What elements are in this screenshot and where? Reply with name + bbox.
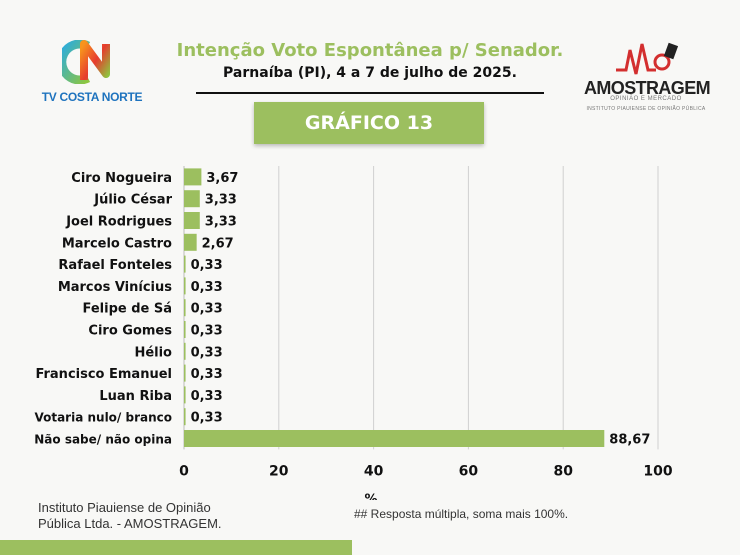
category-label: Ciro Nogueira [71, 171, 172, 186]
bar [184, 430, 605, 447]
category-label: Luan Riba [99, 389, 172, 404]
chart-title: Intenção Voto Espontânea p/ Senador. [176, 40, 564, 61]
tv-costa-norte-logo-mark-icon [62, 40, 110, 84]
category-label: Marcelo Castro [62, 236, 172, 251]
bar-chart: 0 20 40 60 80 100 Ciro Nogueira 3,67 Júlio César… [34, 166, 673, 500]
bar [184, 190, 200, 208]
bar [184, 386, 186, 404]
x-tick-label: 40 [364, 463, 384, 479]
tv-costa-norte-logo: TV COSTA NORTE [36, 40, 148, 106]
bar [184, 255, 186, 273]
data-label: 0,33 [191, 389, 223, 404]
bar [184, 212, 200, 229]
graph-number-label: GRÁFICO 13 [304, 112, 434, 134]
source-line-2: Pública Ltda. - AMOSTRAGEM. [38, 516, 222, 531]
category-label: Marcos Vinícius [58, 280, 172, 295]
data-label: 0,33 [191, 280, 223, 295]
x-tick-label: 80 [553, 463, 573, 479]
x-axis-label: % [364, 492, 377, 500]
multiple-response-note: ## Resposta múltipla, soma mais 100%. [354, 507, 569, 521]
graph-number-badge: GRÁFICO 13 [254, 102, 484, 144]
category-label: Júlio César [93, 193, 172, 208]
category-label: Ciro Gomes [88, 324, 172, 339]
category-label: Rafael Fonteles [58, 258, 172, 273]
bar [184, 321, 186, 338]
data-label: 0,33 [191, 324, 223, 339]
chart-subtitle: Parnaíba (PI), 4 a 7 de julho de 2025. [223, 65, 517, 81]
data-label: 3,67 [206, 171, 238, 186]
tv-costa-norte-logo-text: TV COSTA NORTE [41, 90, 143, 104]
data-label: 0,33 [191, 302, 223, 317]
amostragem-logo-text: AMOSTRAGEM [584, 78, 711, 98]
amostragem-logo-institute: INSTITUTO PIAUIENSE DE OPINIÃO PÚBLICA [586, 106, 706, 112]
source-note: Instituto Piauiense de Opinião Pública L… [38, 500, 278, 532]
bottom-accent-bar [0, 540, 352, 555]
bar [184, 233, 197, 251]
x-tick-label: 20 [269, 463, 289, 479]
bar [184, 299, 186, 317]
category-label: Votaria nulo/ branco [34, 411, 172, 425]
bar [184, 364, 186, 382]
bar [184, 168, 202, 186]
bar [184, 342, 186, 360]
x-tick-label: 100 [643, 463, 672, 479]
x-tick-label: 0 [179, 463, 189, 479]
category-label: Francisco Emanuel [35, 367, 172, 382]
data-label: 88,67 [609, 433, 650, 448]
category-label: Felipe de Sá [82, 302, 172, 317]
data-label: 0,33 [191, 258, 223, 273]
amostragem-logo-tagline: OPINIÃO E MERCADO [610, 96, 682, 102]
bar [184, 277, 186, 295]
source-line-1: Instituto Piauiense de Opinião [38, 500, 211, 515]
data-label: 3,33 [205, 193, 237, 208]
category-label: Joel Rodrigues [65, 215, 172, 230]
category-label: Não sabe/ não opina [34, 433, 172, 447]
data-label: 0,33 [191, 345, 223, 360]
title-divider [196, 92, 544, 94]
amostragem-logo: AMOSTRAGEM OPINIÃO E MERCADO INSTITUTO P… [584, 40, 711, 114]
data-label: 3,33 [205, 215, 237, 230]
x-tick-label: 60 [459, 463, 479, 479]
bar [184, 408, 186, 426]
category-label: Hélio [134, 345, 172, 360]
data-label: 0,33 [191, 411, 223, 426]
data-label: 2,67 [202, 236, 234, 251]
data-label: 0,33 [191, 367, 223, 382]
amostragem-logo-mark-icon [616, 42, 678, 75]
